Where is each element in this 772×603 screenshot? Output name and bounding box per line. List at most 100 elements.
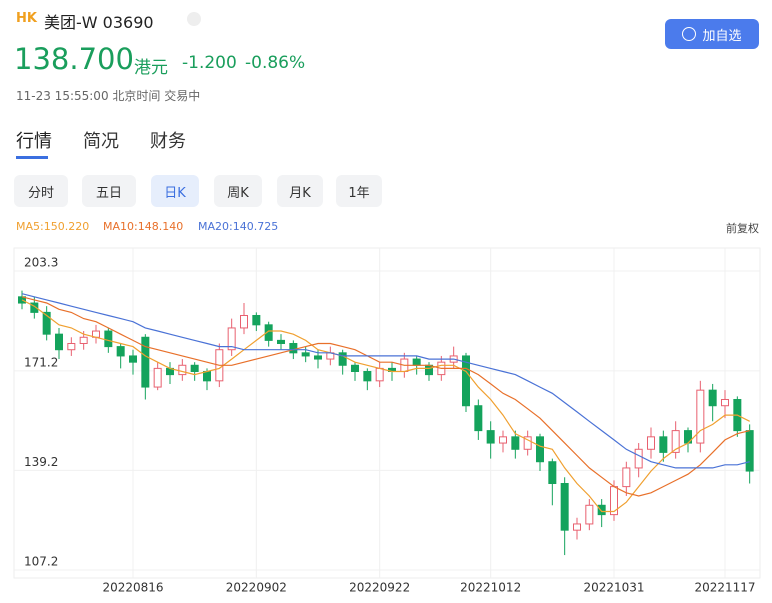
candle-body: [363, 370, 372, 382]
candle-body: [622, 467, 631, 488]
candle-body: [486, 430, 495, 444]
ma-line: [21, 296, 750, 497]
candle-body: [721, 398, 729, 407]
x-tick-label: 20221117: [694, 581, 755, 595]
candle-body: [55, 333, 63, 351]
candle-body: [536, 436, 544, 463]
period-button[interactable]: 1年: [336, 175, 382, 207]
plot-frame: [13, 247, 761, 579]
period-button[interactable]: 五日: [82, 175, 136, 207]
period-button[interactable]: 日K: [151, 175, 199, 207]
candle-body: [474, 405, 483, 432]
candle-body: [647, 436, 655, 450]
candle-body: [252, 314, 261, 326]
add-watchlist-button[interactable]: 加自选: [665, 19, 759, 49]
candle-body: [585, 504, 594, 525]
candle-body: [178, 364, 187, 376]
refresh-icon[interactable]: [187, 12, 201, 26]
x-tick-label: 20220816: [102, 581, 163, 595]
change: -1.200: [182, 53, 237, 73]
price: 138.700: [14, 42, 134, 76]
y-tick-label: 171.2: [24, 355, 58, 369]
candle-body: [314, 355, 322, 360]
y-tick-label: 107.2: [24, 555, 58, 569]
candle-body: [240, 314, 248, 329]
tab[interactable]: 财务: [150, 131, 186, 152]
adjust-label[interactable]: 前复权: [726, 222, 759, 235]
timestamp: 11-23 15:55:00 北京时间 交易中: [16, 89, 201, 103]
candle-body: [634, 448, 643, 469]
y-tick-label: 139.2: [24, 455, 58, 469]
candle-body: [116, 346, 125, 357]
candle-body: [301, 352, 310, 357]
candle-body: [351, 364, 359, 372]
x-tick-label: 20221031: [583, 581, 644, 595]
candle-body: [277, 339, 285, 344]
candle-body: [326, 352, 335, 360]
x-tick-label: 20220902: [226, 581, 287, 595]
legend-entry: MA10:148.140: [103, 220, 184, 233]
candle-body: [412, 358, 421, 366]
candle-body: [597, 504, 606, 516]
candle-body: [190, 364, 199, 372]
candle-body: [523, 436, 532, 450]
candle-body: [573, 523, 581, 531]
candle-body: [227, 327, 236, 351]
change-pct: -0.86%: [245, 53, 306, 73]
candle-body: [92, 330, 100, 338]
legend-entry: MA20:140.725: [198, 220, 279, 233]
tab[interactable]: 行情: [16, 131, 52, 152]
candle-body: [166, 367, 174, 376]
candle-body: [511, 436, 520, 450]
plus-icon: [682, 27, 697, 41]
period-button[interactable]: 周K: [214, 175, 262, 207]
period-button[interactable]: 月K: [277, 175, 323, 207]
legend-entry: MA5:150.220: [16, 220, 90, 233]
candle-body: [104, 330, 113, 348]
candle-body: [264, 324, 273, 341]
ma-line: [21, 293, 750, 469]
x-tick-label: 20221012: [460, 581, 521, 595]
candle-body: [425, 364, 433, 376]
candle-body: [129, 355, 137, 363]
tab-indicator: [16, 156, 48, 159]
candle-body: [462, 355, 470, 407]
exchange: HK: [16, 11, 37, 26]
tab[interactable]: 简况: [83, 131, 119, 152]
candle-body: [18, 296, 26, 304]
candle-body: [696, 389, 705, 444]
candle-body: [30, 302, 39, 313]
candle-body: [203, 370, 211, 382]
candle-body: [388, 367, 396, 372]
candle-body: [338, 352, 347, 366]
candle-body: [42, 311, 51, 335]
candle-body: [289, 342, 298, 354]
candle-body: [671, 430, 680, 453]
candle-body: [400, 358, 409, 372]
currency: 港元: [134, 58, 168, 78]
candle-body: [560, 483, 569, 531]
period-button[interactable]: 分时: [14, 175, 68, 207]
button-label: 加自选: [702, 28, 742, 44]
stock-name: 美团-W 03690: [44, 13, 154, 32]
candle-body: [437, 361, 446, 376]
candle-body: [153, 367, 162, 388]
candle-body: [733, 398, 742, 432]
candle-body: [708, 389, 717, 407]
ma-line: [21, 299, 750, 513]
candle-body: [67, 342, 76, 351]
candle-body: [375, 367, 384, 382]
candle-body: [499, 436, 507, 444]
candle-body: [79, 336, 88, 344]
candle-body: [449, 355, 458, 363]
candle-body: [745, 430, 754, 472]
candle-body: [684, 430, 692, 444]
candle-body: [215, 349, 224, 382]
x-tick-label: 20220922: [349, 581, 410, 595]
candle-body: [610, 486, 618, 516]
candle-body: [141, 336, 150, 388]
candle-body: [548, 461, 557, 485]
y-tick-label: 203.3: [24, 256, 58, 270]
